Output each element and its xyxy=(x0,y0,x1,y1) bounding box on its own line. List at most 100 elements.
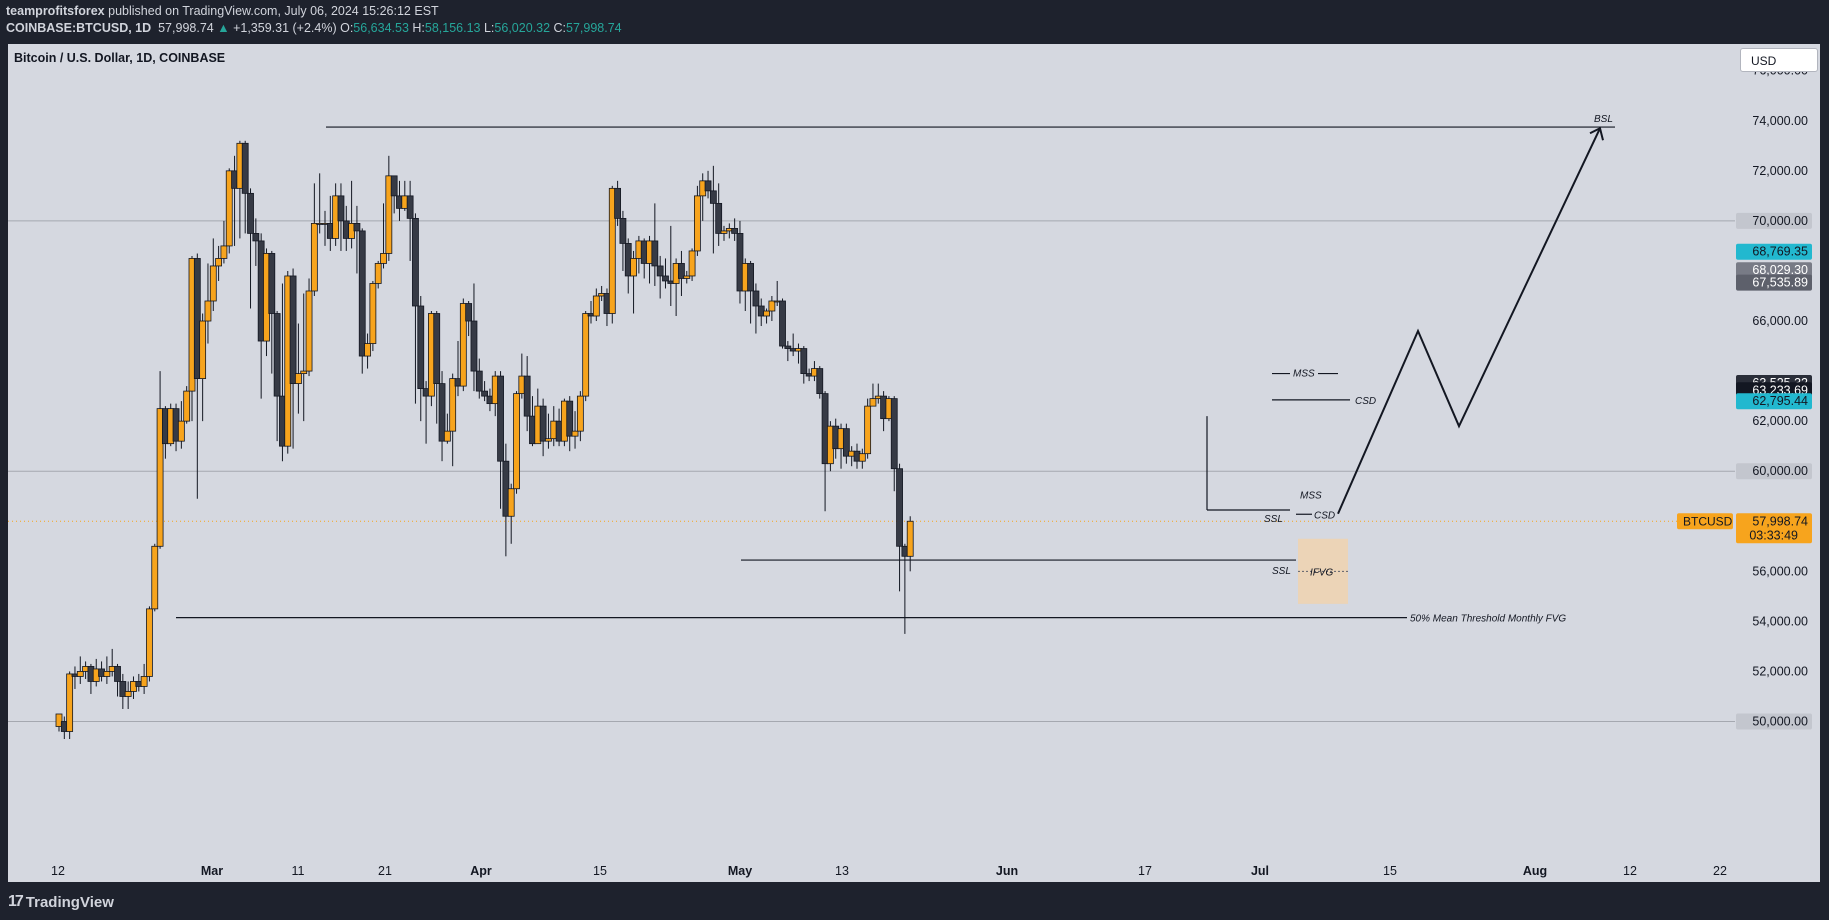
candle-body xyxy=(385,175,393,254)
candle-body xyxy=(305,290,313,372)
currency-button[interactable]: USD xyxy=(1740,48,1818,72)
candle-body xyxy=(566,400,574,437)
candle-body xyxy=(614,187,621,219)
candle-body xyxy=(736,233,744,292)
candle-body xyxy=(156,408,164,547)
close-value: 57,998.74 xyxy=(566,21,622,35)
price-axis-label: 52,000.00 xyxy=(1752,664,1808,678)
candle-body xyxy=(890,398,898,470)
candle-body xyxy=(481,390,489,397)
author-name[interactable]: teamprofitsforex xyxy=(6,4,105,18)
price-tag xyxy=(1736,393,1812,410)
candle-body xyxy=(289,275,297,384)
candle-body xyxy=(151,545,159,610)
price-tag xyxy=(1736,513,1812,544)
candle-body xyxy=(209,265,217,302)
candle-body xyxy=(784,345,792,349)
candle-body xyxy=(364,343,371,357)
price-tag-label: 68,769.35 xyxy=(1752,245,1808,259)
time-axis-label: 15 xyxy=(593,864,607,878)
candle-body xyxy=(678,263,685,279)
candle-body xyxy=(694,195,701,252)
last-price: 57,998.74 xyxy=(158,21,214,35)
candle-body xyxy=(896,468,903,547)
tradingview-logo[interactable]: 17 TradingView xyxy=(8,893,114,911)
candle-body xyxy=(513,393,520,490)
candle-body xyxy=(449,378,457,432)
candle-body xyxy=(55,713,63,727)
chart-legend-title: Bitcoin / U.S. Dollar, 1D, COINBASE xyxy=(14,51,226,65)
price-axis-label: 62,000.00 xyxy=(1752,414,1808,428)
candle-body xyxy=(576,395,584,432)
ssl-label: SSL xyxy=(1264,514,1283,525)
up-arrow-icon: ▲ xyxy=(217,21,230,35)
candle-body xyxy=(662,275,669,282)
candle-body xyxy=(545,438,552,442)
candle-body xyxy=(268,253,276,314)
price-tag-label: 67,535.89 xyxy=(1752,276,1808,290)
candle-body xyxy=(273,313,281,397)
candle-body xyxy=(842,428,850,457)
mss-label: MSS xyxy=(1300,490,1322,501)
candle-body xyxy=(470,320,478,372)
price-axis-label: 60,000.00 xyxy=(1752,464,1808,478)
time-axis-label: 17 xyxy=(1138,864,1152,878)
price-tag-label: 62,795.44 xyxy=(1752,394,1808,408)
publish-header: teamprofitsforex published on TradingVie… xyxy=(0,0,1829,44)
candle-body xyxy=(300,370,308,374)
candle-body xyxy=(358,230,366,357)
bsl-label: BSL xyxy=(1594,114,1613,125)
candle-body xyxy=(199,320,207,379)
candle-body xyxy=(438,383,446,442)
high-label: H: xyxy=(412,21,425,35)
low-value: 56,020.32 xyxy=(494,21,551,35)
price-axis-label: 54,000.00 xyxy=(1752,614,1808,628)
candle-body xyxy=(124,691,132,697)
price-axis-label: 56,000.00 xyxy=(1752,564,1808,578)
candle-body xyxy=(763,310,770,317)
price-axis-label: 66,000.00 xyxy=(1752,314,1808,328)
candle-body xyxy=(731,228,739,234)
arrowhead-icon xyxy=(1589,126,1604,141)
ifvg-label: IFVG xyxy=(1310,567,1334,578)
chart-pane[interactable] xyxy=(8,44,1820,882)
time-axis-label: 22 xyxy=(1713,864,1727,878)
publish-info: teamprofitsforex published on TradingVie… xyxy=(6,4,439,18)
candle-body xyxy=(220,245,228,259)
price-axis-label: 74,000.00 xyxy=(1752,114,1808,128)
candle-body xyxy=(247,192,254,234)
candle-body xyxy=(66,673,74,732)
close-label: C: xyxy=(553,21,567,35)
candle-body xyxy=(768,300,776,312)
candle-body xyxy=(193,258,201,379)
csd-label: CSD xyxy=(1355,396,1376,407)
candle-body xyxy=(103,671,111,677)
candle-body xyxy=(380,253,387,264)
candle-body xyxy=(459,303,467,387)
candle-body xyxy=(715,202,723,234)
candle-body xyxy=(869,398,877,407)
high-value: 58,156.13 xyxy=(424,21,481,35)
time-axis-label: 13 xyxy=(835,864,849,878)
symbol-tag-label: BTCUSD xyxy=(1683,514,1733,528)
publish-text: published on TradingView.com, July 06, 2… xyxy=(108,4,439,18)
price-tag-label: 68,029.30 xyxy=(1752,263,1808,277)
csd-label: CSD xyxy=(1314,510,1335,521)
footer-bar xyxy=(0,882,1829,920)
price-tag xyxy=(1736,262,1812,279)
candle-body xyxy=(709,190,717,204)
candle-body xyxy=(592,295,600,317)
tradingview-mark-icon: 17 xyxy=(8,893,24,910)
candle-body xyxy=(747,263,754,292)
price-axis-highlight xyxy=(1736,463,1812,480)
candle-body xyxy=(406,195,414,219)
candle-body xyxy=(215,258,223,267)
price-axis-label: 70,000.00 xyxy=(1752,214,1808,228)
price-axis-label: 72,000.00 xyxy=(1752,164,1808,178)
candle-body xyxy=(619,217,627,244)
mean-threshold-label: 50% Mean Threshold Monthly FVG xyxy=(1410,614,1566,625)
candle-body xyxy=(119,681,127,697)
mss-label: MSS xyxy=(1293,369,1315,380)
projection-arrow xyxy=(1337,127,1601,515)
